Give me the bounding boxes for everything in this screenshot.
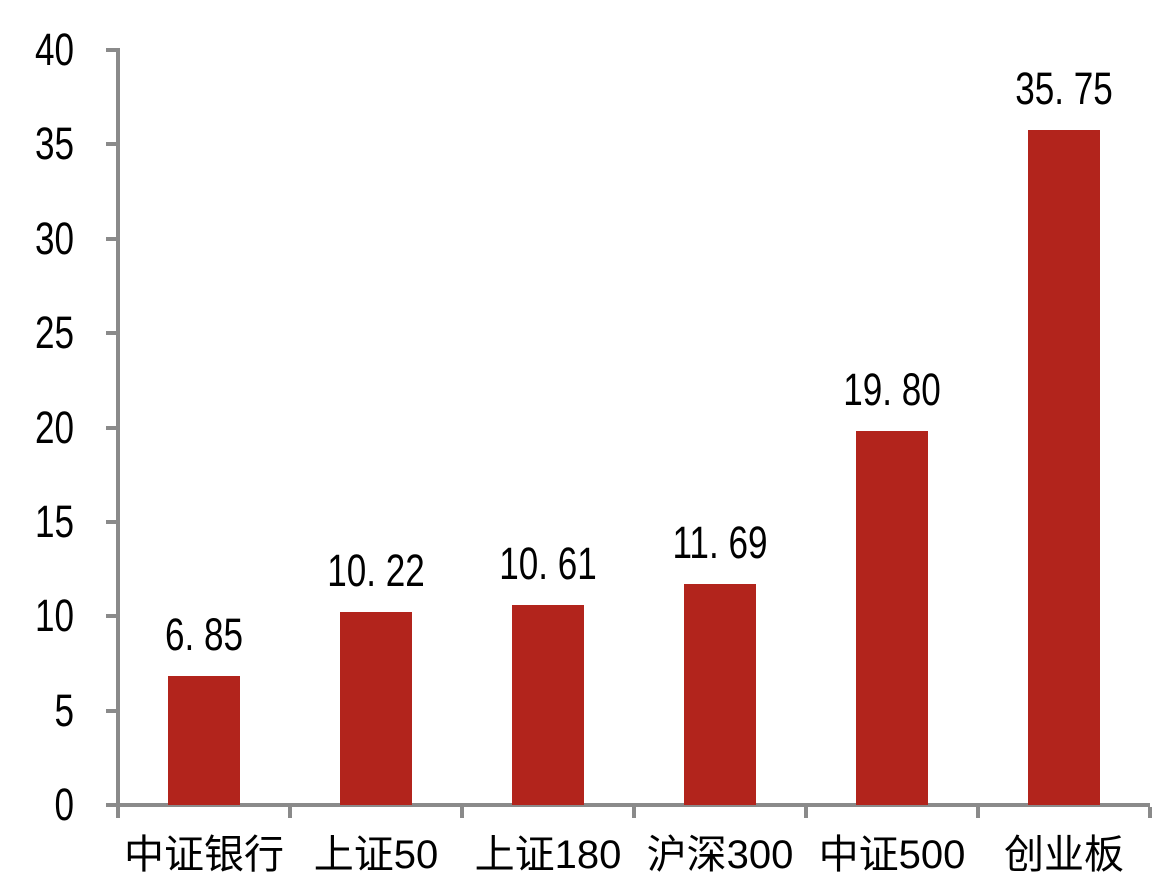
y-axis-tick (106, 425, 116, 430)
y-axis-tick-label: 15 (34, 495, 74, 547)
y-axis-tick-label: 5 (54, 684, 74, 736)
bar-value-label: 6. 85 (164, 608, 244, 660)
x-axis-tick (288, 807, 292, 818)
y-axis-tick (106, 803, 116, 807)
y-axis-tick-label: 0 (54, 779, 74, 830)
x-axis-tick (1148, 807, 1152, 818)
x-axis-category-label: 上证180 (474, 833, 622, 877)
x-axis-category-label: 上证50 (313, 833, 439, 877)
bar-value-label: 11. 69 (672, 517, 768, 569)
y-axis-tick-label: 25 (34, 307, 74, 359)
bar (856, 431, 928, 805)
bar-value-label: 19. 80 (843, 364, 941, 416)
x-axis-tick (460, 807, 464, 818)
y-axis-tick (106, 236, 116, 241)
y-axis-tick-label: 10 (34, 590, 74, 642)
bar-value-label: 10. 61 (499, 537, 597, 589)
x-axis-category-label: 沪深300 (646, 833, 794, 877)
y-axis-tick (106, 614, 116, 619)
y-axis-tick (106, 142, 116, 147)
y-axis-tick (106, 519, 116, 524)
y-axis-tick-label: 40 (34, 24, 74, 75)
x-axis-category-label: 中证银行 (124, 833, 284, 877)
bar (340, 612, 412, 805)
x-axis-tick (632, 807, 636, 818)
y-axis-tick-label: 35 (34, 118, 74, 170)
bar (684, 584, 756, 805)
y-axis-tick (106, 48, 116, 52)
y-axis-tick-label: 30 (34, 212, 74, 264)
y-axis-tick-label: 20 (34, 401, 74, 453)
x-axis-tick (116, 807, 120, 818)
y-axis-tick (106, 331, 116, 336)
bar-value-label: 35. 75 (1015, 63, 1113, 115)
x-axis-tick (804, 807, 808, 818)
x-axis-category-label: 创业板 (1004, 833, 1124, 877)
bar (512, 604, 584, 805)
x-axis-tick (976, 807, 980, 818)
x-axis-line (106, 803, 1150, 807)
bar (1028, 130, 1100, 805)
x-axis-category-label: 中证500 (818, 833, 966, 877)
bar-value-label: 10. 22 (327, 545, 425, 597)
y-axis-tick (106, 708, 116, 713)
bar (168, 675, 240, 805)
y-axis-line (116, 48, 120, 818)
